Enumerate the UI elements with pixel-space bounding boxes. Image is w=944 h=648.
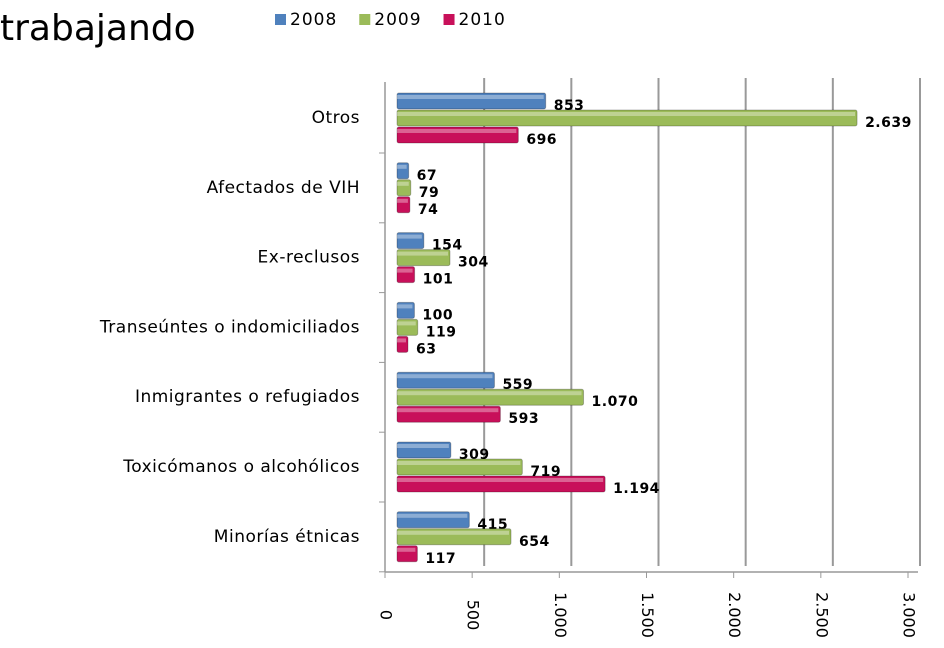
bar-highlight [397, 198, 408, 203]
data-label: 63 [416, 341, 436, 357]
bar-highlight [397, 530, 510, 535]
legend-swatch [275, 14, 286, 25]
y-tick-label: Minorías étnicas [214, 527, 360, 547]
data-label: 74 [418, 202, 438, 218]
bar-highlight [397, 304, 413, 309]
data-label: 100 [422, 307, 453, 323]
bar [396, 179, 412, 197]
bar [396, 388, 585, 406]
bar-highlight [397, 391, 582, 396]
bar-highlight [397, 461, 521, 465]
data-label: 79 [419, 185, 439, 201]
legend-label: 2008 [290, 10, 337, 30]
bar [396, 405, 501, 423]
bar-highlight [397, 112, 856, 116]
bar-highlight [397, 268, 413, 273]
y-tick-label: Otros [312, 108, 360, 128]
data-label: 1.070 [592, 394, 639, 410]
bar [396, 545, 418, 563]
y-tick-label: Toxicómanos o alcohólicos [122, 457, 360, 477]
bar-highlight [397, 338, 406, 343]
bar-highlight [397, 513, 468, 518]
bar-highlight [397, 234, 422, 239]
bar [396, 475, 606, 493]
bar-highlight [397, 251, 448, 256]
bar [396, 335, 409, 353]
legend-label: 2010 [459, 10, 506, 30]
bar-highlight [397, 164, 407, 169]
bar [396, 126, 519, 144]
x-tick-label: 2.500 [812, 592, 831, 638]
y-tick-label: Inmigrantes o refugiados [135, 387, 360, 407]
bar [396, 458, 523, 476]
bar [396, 232, 425, 250]
bar-highlight [397, 181, 409, 186]
x-tick-label: 2.000 [725, 592, 744, 638]
x-tick-label: 500 [464, 600, 483, 631]
x-tick-label: 3.000 [900, 592, 919, 638]
data-label: 696 [526, 132, 557, 148]
data-label: 304 [458, 255, 489, 271]
legend-swatch [359, 14, 371, 25]
bar [396, 92, 547, 110]
bar-highlight [397, 321, 416, 326]
data-label: 654 [519, 534, 550, 550]
bar-highlight [397, 478, 604, 482]
data-label: 119 [426, 324, 457, 340]
data-label: 1.194 [613, 481, 660, 497]
bar [396, 196, 411, 214]
bar [396, 441, 452, 459]
bar [396, 249, 451, 267]
bar [396, 371, 495, 389]
legend-label: 2009 [374, 10, 421, 30]
bar-highlight [397, 547, 416, 552]
data-label: 593 [508, 411, 539, 427]
bar [396, 266, 416, 284]
legend-swatch [443, 14, 455, 25]
bar [396, 318, 419, 336]
bar [396, 511, 470, 529]
data-label: 101 [423, 272, 454, 288]
bar-highlight [397, 408, 499, 413]
y-tick-label: Ex-reclusos [258, 248, 360, 268]
x-tick-label: 0 [377, 610, 396, 620]
x-tick-label: 1.000 [551, 592, 570, 638]
chart-title: trabajando [0, 8, 196, 49]
bar-highlight [397, 129, 517, 133]
data-label: 2.639 [865, 115, 912, 131]
bar-highlight [397, 444, 449, 448]
y-tick-label: Afectados de VIH [207, 178, 360, 198]
bar [396, 162, 410, 180]
bar [396, 528, 512, 546]
bar [396, 109, 858, 127]
bar-highlight [397, 374, 493, 379]
x-tick-label: 1.500 [638, 592, 657, 638]
bar [396, 301, 415, 319]
data-label: 117 [425, 551, 456, 567]
bar-highlight [397, 95, 544, 99]
data-label: 67 [417, 168, 437, 184]
y-tick-label: Transeúntes o indomiciliados [99, 317, 360, 337]
